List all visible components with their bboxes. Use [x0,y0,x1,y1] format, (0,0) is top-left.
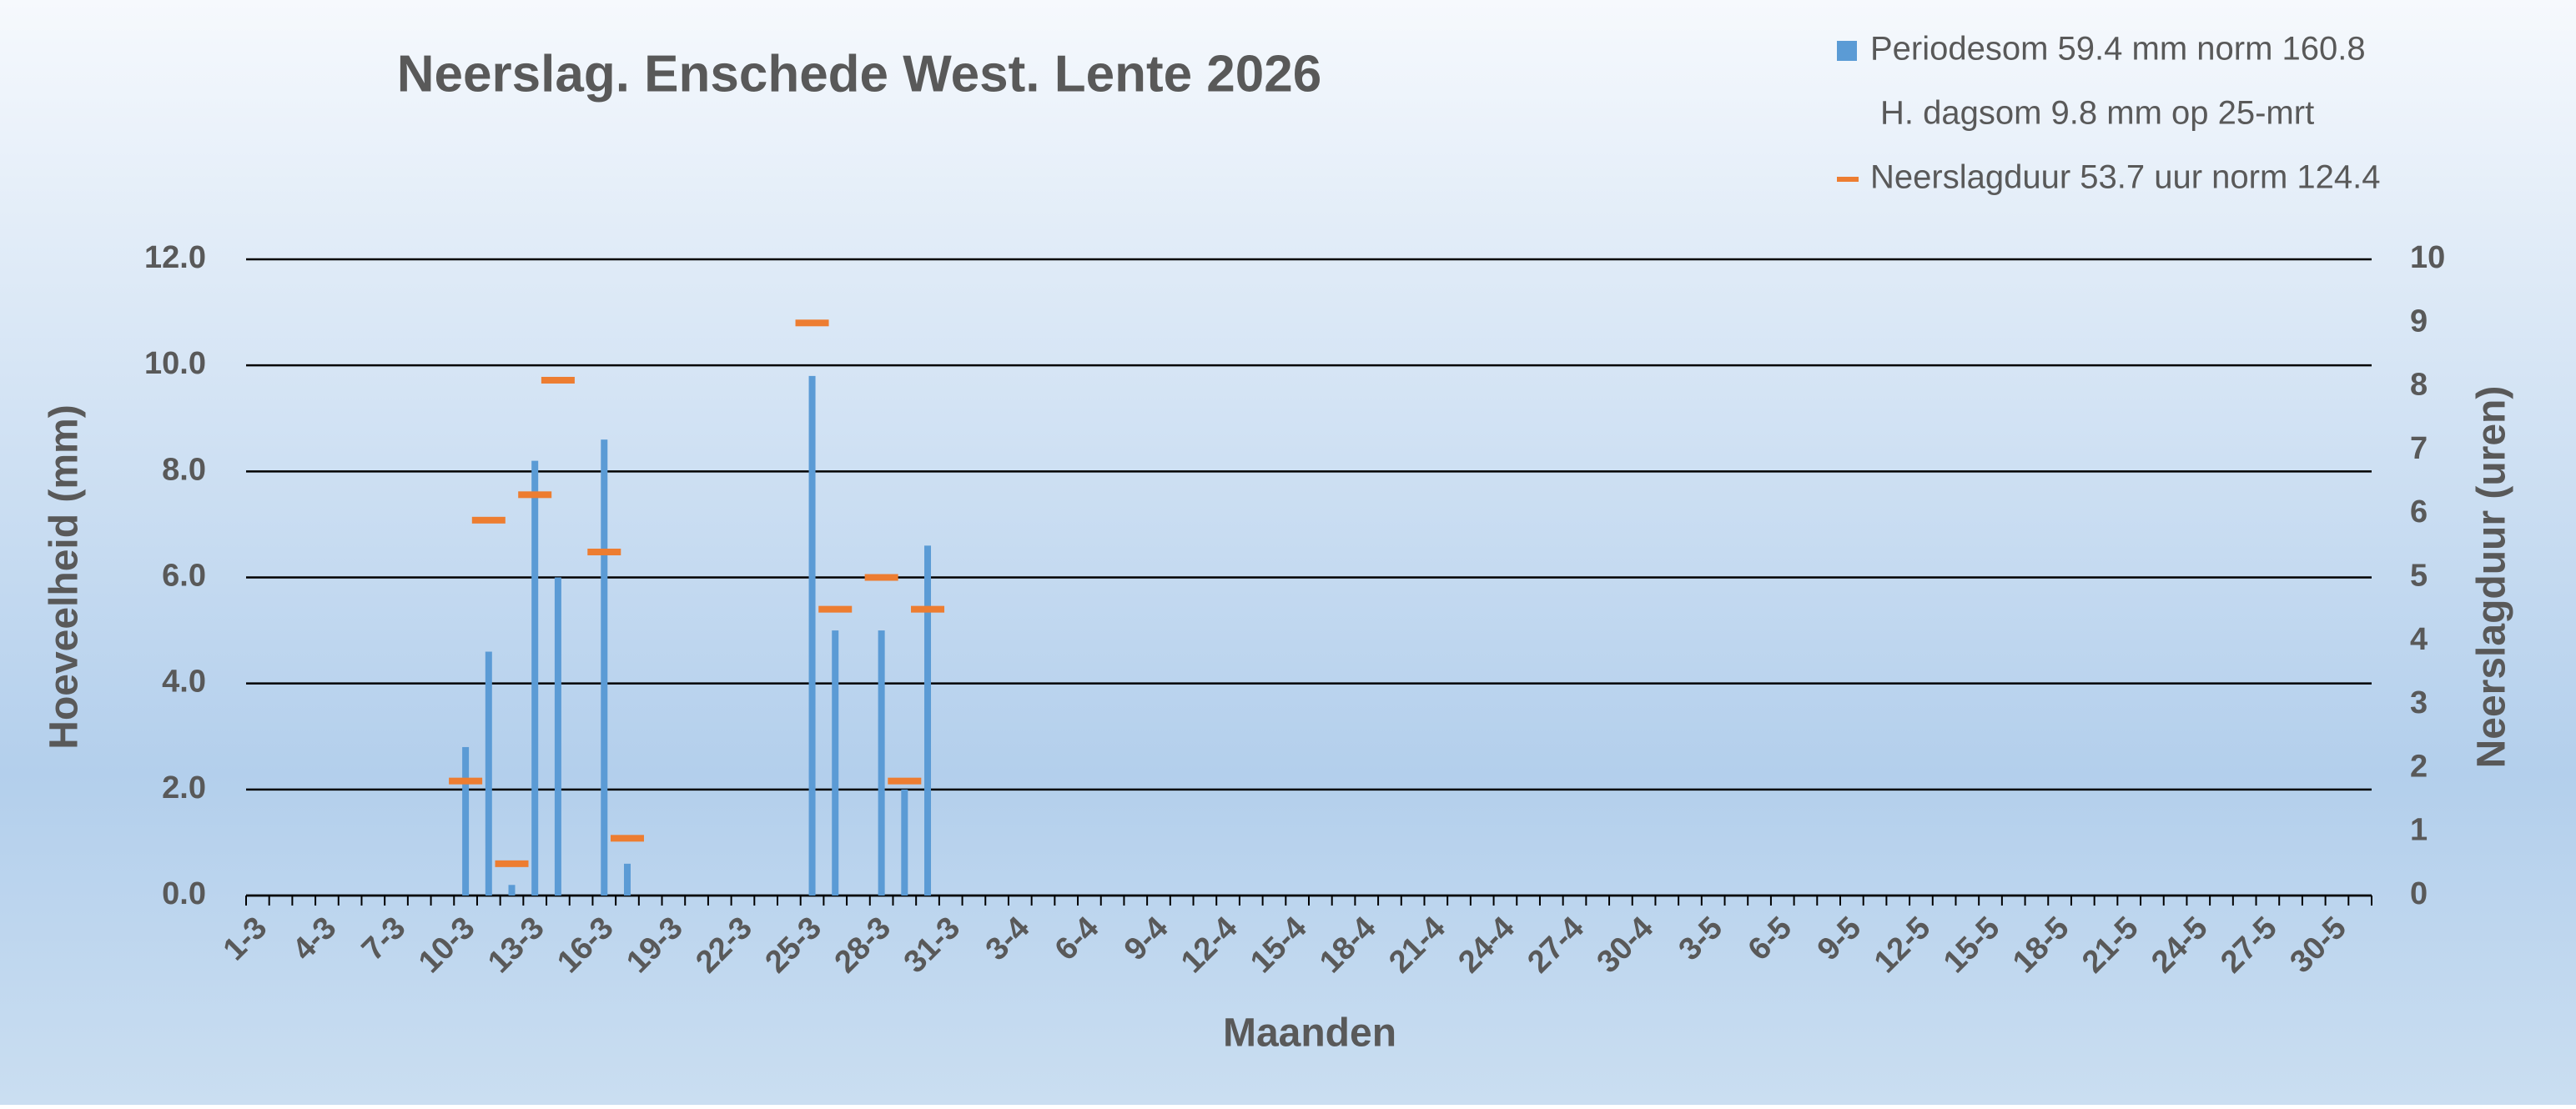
duration-marker [610,835,644,842]
y2-tick-label: 5 [2410,559,2428,594]
legend-swatch [1837,177,1859,182]
bar [924,545,932,896]
y-tick-label: 8.0 [162,452,206,487]
y2-tick-label: 0 [2410,876,2428,911]
bar [462,746,470,896]
y2-tick-label: 1 [2410,813,2428,848]
duration-marker [888,777,922,785]
bar [508,885,516,896]
chart-title: Neerslag. Enschede West. Lente 2026 [397,45,1321,103]
legend-label: Neerslagduur 53.7 uur norm 124.4 [1870,159,2380,196]
y-tick-label: 0.0 [162,876,206,911]
bar [901,789,908,896]
legend-label: Periodesom 59.4 mm norm 160.8 [1870,31,2366,68]
duration-marker [587,548,621,555]
y2-tick-label: 10 [2410,240,2445,275]
legend-note: H. dagsom 9.8 mm op 25-mrt [1880,95,2314,132]
legend-swatch [1837,41,1857,61]
duration-marker [541,376,575,384]
duration-marker [495,860,529,867]
y2-tick-label: 6 [2410,494,2428,529]
duration-marker [864,574,898,581]
y2-tick-label: 7 [2410,431,2428,466]
duration-marker [471,516,506,524]
y2-tick-label: 4 [2410,622,2428,657]
duration-marker [911,605,945,613]
bar [832,630,839,896]
y2-tick-label: 9 [2410,304,2428,339]
y-axis-title: Hoeveelheid (mm) [43,404,87,749]
duration-marker [518,491,552,499]
bar [601,439,608,896]
bar [554,577,561,896]
bar [623,863,631,896]
bar [485,651,492,896]
duration-marker [449,777,483,785]
bar [878,630,885,896]
bar [808,375,816,896]
bar [531,460,539,896]
y2-tick-label: 8 [2410,368,2428,403]
y-tick-label: 4.0 [162,665,206,700]
duration-marker [818,605,853,613]
y2-tick-label: 2 [2410,749,2428,784]
y-tick-label: 12.0 [144,240,206,275]
duration-marker [795,319,829,327]
y2-axis-title: Neerslagduur (uren) [2470,386,2514,769]
y-tick-label: 2.0 [162,770,206,805]
y-tick-label: 10.0 [144,346,206,381]
y-tick-label: 6.0 [162,559,206,594]
y2-tick-label: 3 [2410,685,2428,720]
x-axis-title: Maanden [1223,1011,1396,1056]
